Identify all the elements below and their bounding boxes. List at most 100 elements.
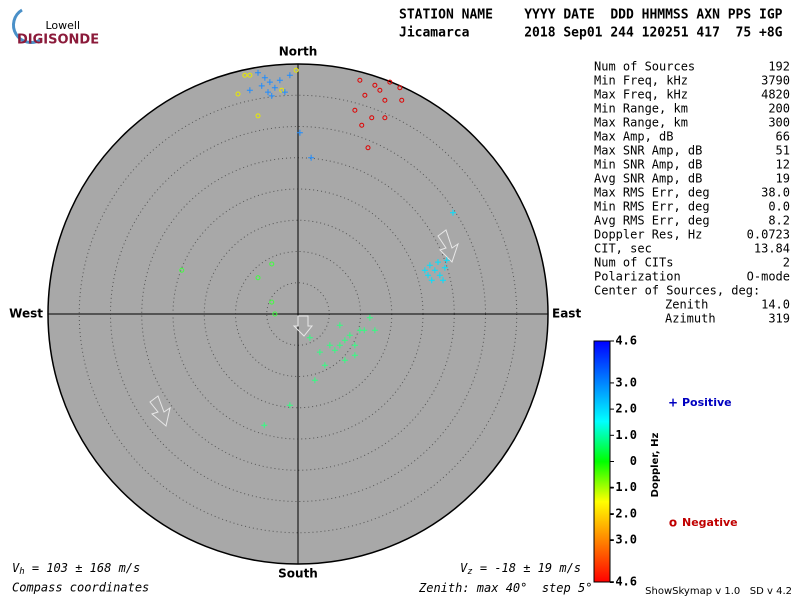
- source-point: [255, 69, 261, 76]
- source-point: [352, 107, 358, 113]
- source-point: [311, 377, 318, 384]
- vh-symbol: V: [12, 561, 20, 575]
- header-line: Jicamarca 2018 Sep01 244 120251 417 75 +…: [399, 26, 783, 41]
- zenith-max: 40: [506, 581, 520, 595]
- vz-symbol: V: [460, 561, 468, 575]
- source-point: [316, 349, 323, 356]
- compass-label: West: [9, 307, 43, 321]
- stat-label: Min Range, km: [594, 102, 688, 116]
- vh-sub: h: [19, 567, 24, 577]
- source-point: [421, 267, 428, 274]
- stat-value: 8.2: [768, 214, 790, 228]
- stat-label: Num of CITs: [594, 256, 673, 270]
- source-point: [279, 87, 285, 93]
- footer: ShowSkymap v 1.0 SD v 4.2: [645, 586, 792, 597]
- source-point: [269, 299, 275, 305]
- colorbar-tick-label: -1.0: [608, 480, 637, 494]
- source-point: [306, 334, 313, 341]
- center-value: 319: [768, 312, 790, 326]
- stat-label: Doppler Res, Hz: [594, 228, 702, 242]
- source-point: [269, 261, 275, 267]
- stat-label: Min RMS Err, deg: [594, 200, 710, 214]
- legend-label: Negative: [682, 516, 738, 529]
- stat-label: Polarization: [594, 270, 681, 284]
- source-point: [397, 85, 403, 91]
- source-point: [276, 77, 283, 84]
- stat-value: 66: [776, 130, 790, 144]
- source-point: [308, 154, 315, 161]
- compass-label: East: [552, 307, 581, 321]
- center-label: Zenith: [665, 298, 708, 312]
- source-point: [436, 272, 443, 279]
- source-point: [255, 113, 261, 119]
- source-point: [377, 87, 383, 93]
- source-point: [265, 89, 271, 96]
- header-line: STATION NAME YYYY DATE DDD HHMMSS AXN PP…: [399, 8, 783, 23]
- vz-sub: z: [467, 567, 472, 577]
- source-point: [372, 82, 378, 88]
- center-label: Azimuth: [665, 312, 716, 326]
- colorbar-tick-label: 1.0: [615, 428, 637, 442]
- source-point: [441, 264, 448, 271]
- stat-value: O-mode: [747, 270, 790, 284]
- stat-label: Max Range, km: [594, 116, 688, 130]
- vh-label: Vh = 103 ± 168 m/s: [12, 561, 140, 577]
- source-point: [286, 402, 293, 409]
- source-point: [261, 74, 268, 81]
- source-point: [271, 84, 278, 91]
- source-point: [435, 259, 441, 266]
- source-point: [341, 357, 348, 364]
- source-point: [281, 89, 288, 96]
- source-point: [268, 92, 275, 99]
- legend-marker: o: [669, 516, 677, 530]
- source-point: [351, 342, 358, 349]
- stat-label: Max Amp, dB: [594, 130, 673, 144]
- source-point: [326, 342, 333, 349]
- source-point: [255, 275, 261, 281]
- compass-label: South: [278, 567, 318, 581]
- stat-value: 19: [776, 172, 790, 186]
- zenith-suffix: °: [585, 581, 592, 595]
- stat-label: CIT, sec: [594, 242, 652, 256]
- source-point: [341, 337, 348, 344]
- source-point: [359, 122, 365, 128]
- stat-value: 0.0: [768, 200, 790, 214]
- colorbar-tick-label: 4.6: [615, 334, 637, 348]
- stat-label: Max Freq, kHz: [594, 88, 688, 102]
- legend-marker: +: [668, 396, 678, 410]
- source-point: [336, 342, 343, 349]
- stat-label: Min Freq, kHz: [594, 74, 688, 88]
- source-point: [450, 209, 456, 216]
- vz-text: = -18 ± 19 m/s: [473, 561, 581, 575]
- stat-label: Avg RMS Err, deg: [594, 214, 710, 228]
- stat-label: Max SNR Amp, dB: [594, 144, 702, 158]
- colorbar-label: Doppler, Hz: [650, 433, 661, 498]
- stat-label: Min SNR Amp, dB: [594, 158, 702, 172]
- logo-top: Lowell: [45, 19, 80, 32]
- source-point: [365, 145, 371, 151]
- stat-value: 12: [776, 158, 790, 172]
- stat-value: 200: [768, 102, 790, 116]
- source-point: [387, 79, 393, 85]
- stat-value: 300: [768, 116, 790, 130]
- stat-label: Avg SNR Amp, dB: [594, 172, 702, 186]
- source-point: [246, 87, 253, 94]
- source-point: [351, 352, 358, 359]
- logo-bottom: DIGISONDE: [17, 33, 99, 48]
- source-point: [431, 267, 438, 274]
- stat-value: 3790: [761, 74, 790, 88]
- source-point: [382, 115, 388, 121]
- source-point: [336, 322, 343, 329]
- colorbar-tick-label: 2.0: [615, 402, 637, 416]
- source-point: [362, 92, 368, 98]
- vz-label: Vz = -18 ± 19 m/s: [460, 561, 581, 577]
- source-point: [382, 97, 388, 103]
- stat-value: 51: [776, 144, 790, 158]
- zenith-mid: ° step: [520, 581, 578, 595]
- coordinates-label: Compass coordinates: [12, 581, 149, 595]
- colorbar-tick-label: -2.0: [608, 506, 637, 520]
- source-point: [357, 77, 363, 83]
- center-title: Center of Sources, deg:: [594, 284, 760, 298]
- source-point: [361, 327, 368, 334]
